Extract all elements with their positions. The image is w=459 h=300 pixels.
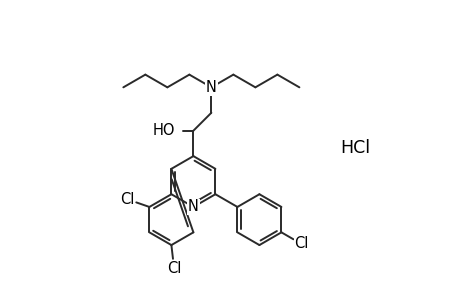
Text: HCl: HCl [339, 139, 369, 157]
Text: Cl: Cl [167, 260, 181, 275]
Text: Cl: Cl [120, 192, 134, 207]
Text: HO: HO [152, 123, 174, 138]
Text: N: N [188, 200, 198, 214]
Text: Cl: Cl [294, 236, 308, 251]
Text: N: N [206, 80, 216, 95]
